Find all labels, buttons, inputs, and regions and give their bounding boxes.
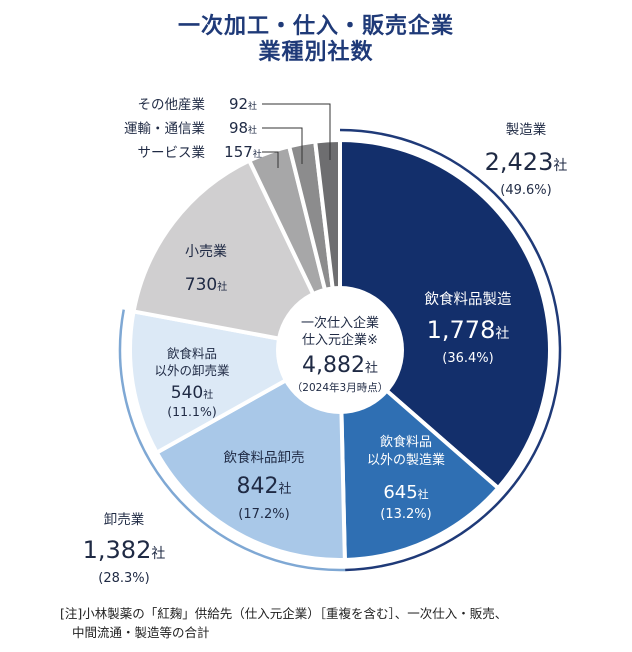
small-slice-label-7: 運輸・通信業 xyxy=(124,121,205,137)
slice-value-5: 730社 xyxy=(185,275,227,295)
manufacturing-group-arc xyxy=(339,128,562,572)
footnote-line2: 中間流通・製造等の合計 xyxy=(72,625,210,640)
slice-label-2a: 飲食料品 xyxy=(380,434,432,450)
small-slice-label-8: その他産業 xyxy=(138,97,206,113)
slice-pct-2: (13.2%) xyxy=(380,507,431,522)
small-slice-value-7: 98社 xyxy=(229,119,257,137)
center-label-line1: 一次仕入企業 xyxy=(301,315,379,331)
group-label-wholesale: 卸売業 xyxy=(104,512,145,528)
slice-label-2b: 以外の製造業 xyxy=(367,452,445,468)
slice-value-1: 1,778社 xyxy=(427,316,510,344)
pie-slice-2 xyxy=(337,345,502,562)
slice-value-4: 540社 xyxy=(171,383,213,403)
leader-line-6 xyxy=(262,151,279,168)
slice-value-2: 645社 xyxy=(383,482,428,503)
slice-pct-1: (36.4%) xyxy=(442,351,493,366)
slice-pct-3: (17.2%) xyxy=(238,507,289,522)
group-value-manufacturing: 2,423社 xyxy=(485,148,568,176)
center-date-label: （2024年3月時点） xyxy=(292,381,388,394)
pie-center-hole xyxy=(276,286,404,414)
slice-label-4b: 以外の卸売業 xyxy=(154,363,230,378)
group-pct-manufacturing: (49.6%) xyxy=(500,183,551,198)
chart-title-line1: 一次加工・仕入・販売企業 xyxy=(177,14,454,39)
slice-label-4a: 飲食料品 xyxy=(167,346,217,361)
footnote-line1: [注]小林製薬の「紅麹」供給先（仕入元企業）［重複を含む］、一次仕入・販売、 xyxy=(60,606,508,621)
group-label-manufacturing: 製造業 xyxy=(506,122,547,138)
group-pct-wholesale: (28.3%) xyxy=(98,571,149,586)
slice-pct-4: (11.1%) xyxy=(167,404,216,419)
slice-label-3: 飲食料品卸売 xyxy=(224,449,305,466)
pie-slice-1 xyxy=(338,137,552,491)
small-slice-label-6: サービス業 xyxy=(138,145,206,161)
slice-label-5: 小売業 xyxy=(185,244,227,260)
slice-value-3: 842社 xyxy=(236,474,291,499)
pie-slice-5 xyxy=(131,157,344,353)
leader-line-7 xyxy=(262,127,303,164)
group-value-wholesale: 1,382社 xyxy=(83,536,166,564)
small-slice-value-8: 92社 xyxy=(229,95,257,113)
chart-title-line2: 業種別社数 xyxy=(258,40,374,65)
leader-line-8 xyxy=(262,103,331,160)
wholesale-group-arc xyxy=(118,309,346,572)
center-label-line2: 仕入元企業※ xyxy=(302,332,378,348)
small-slice-value-6: 157社 xyxy=(224,143,262,161)
slice-label-1: 飲食料品製造 xyxy=(425,291,512,308)
pie-slice-3 xyxy=(154,346,347,562)
center-total-value: 4,882社 xyxy=(302,353,378,378)
